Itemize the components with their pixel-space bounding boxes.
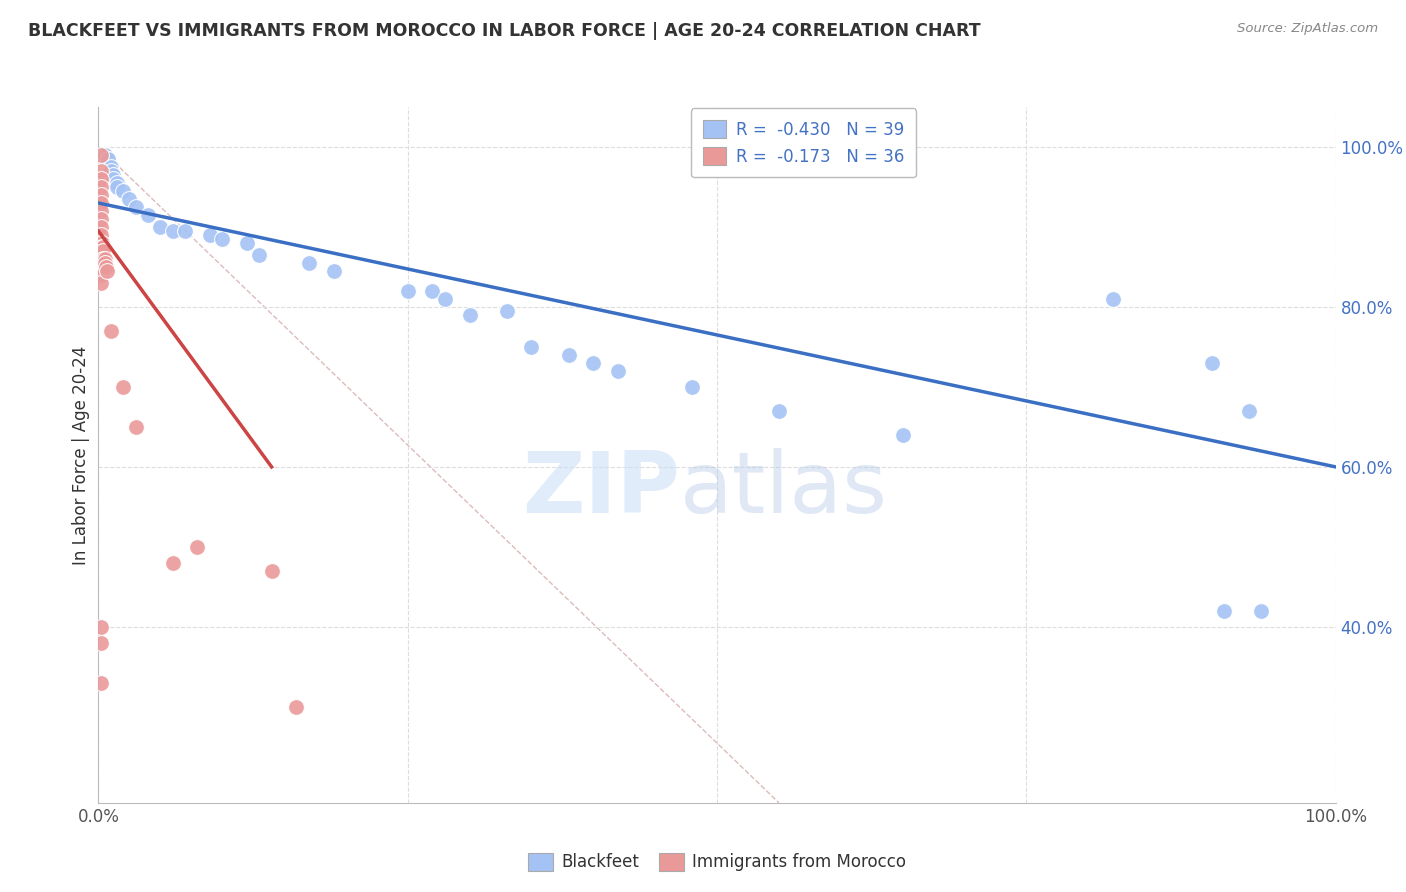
Point [94,260,117,274]
Point [136,208,159,222]
Point [91,235,114,250]
Point [90,196,112,211]
Point [149,219,172,234]
Point [90,219,112,234]
Point [118,192,141,206]
Point [607,364,630,378]
Point [93,256,115,270]
Point [186,540,208,554]
Point [93,148,115,162]
Y-axis label: In Labor Force | Age 20-24: In Labor Force | Age 20-24 [72,345,90,565]
Point [100,164,122,178]
Point [105,180,128,194]
Point [112,184,135,198]
Point [681,380,703,394]
Point [433,292,456,306]
Point [1201,356,1223,370]
Point [103,172,125,186]
Point [422,284,444,298]
Point [96,264,118,278]
Point [90,204,112,219]
Point [105,176,128,190]
Point [495,304,517,318]
Point [90,164,112,178]
Point [97,152,120,166]
Point [93,240,115,254]
Point [90,235,112,250]
Point [768,404,790,418]
Point [247,248,270,262]
Point [285,699,308,714]
Point [90,244,112,258]
Point [90,188,112,202]
Point [174,224,197,238]
Text: BLACKFEET VS IMMIGRANTS FROM MOROCCO IN LABOR FORCE | AGE 20-24 CORRELATION CHAR: BLACKFEET VS IMMIGRANTS FROM MOROCCO IN … [28,22,981,40]
Point [93,148,115,162]
Legend: Blackfeet, Immigrants from Morocco: Blackfeet, Immigrants from Morocco [522,846,912,878]
Point [90,268,112,282]
Point [211,232,233,246]
Point [90,620,112,634]
Text: ZIP: ZIP [522,448,681,532]
Point [1237,404,1260,418]
Point [1250,604,1272,618]
Text: Source: ZipAtlas.com: Source: ZipAtlas.com [1237,22,1378,36]
Point [112,380,135,394]
Point [93,244,115,258]
Point [91,240,114,254]
Text: atlas: atlas [681,448,889,532]
Point [91,244,114,258]
Point [100,324,122,338]
Point [93,148,115,162]
Point [162,556,184,570]
Point [100,160,122,174]
Point [396,284,419,298]
Point [90,172,112,186]
Point [90,676,112,690]
Point [458,308,481,322]
Point [236,235,259,250]
Point [891,428,914,442]
Point [90,252,112,266]
Point [520,340,543,354]
Point [162,224,184,238]
Point [198,227,221,242]
Point [90,212,112,227]
Point [582,356,605,370]
Point [1102,292,1125,306]
Point [322,264,344,278]
Point [90,276,112,290]
Point [124,200,146,214]
Point [97,152,120,166]
Point [260,564,283,578]
Point [90,148,112,162]
Point [124,420,146,434]
Point [93,252,115,266]
Point [90,180,112,194]
Point [1213,604,1236,618]
Point [298,256,321,270]
Point [93,148,115,162]
Point [90,227,112,242]
Point [90,636,112,650]
Point [103,168,125,182]
Point [90,260,112,274]
Point [557,348,579,362]
Point [93,252,115,266]
